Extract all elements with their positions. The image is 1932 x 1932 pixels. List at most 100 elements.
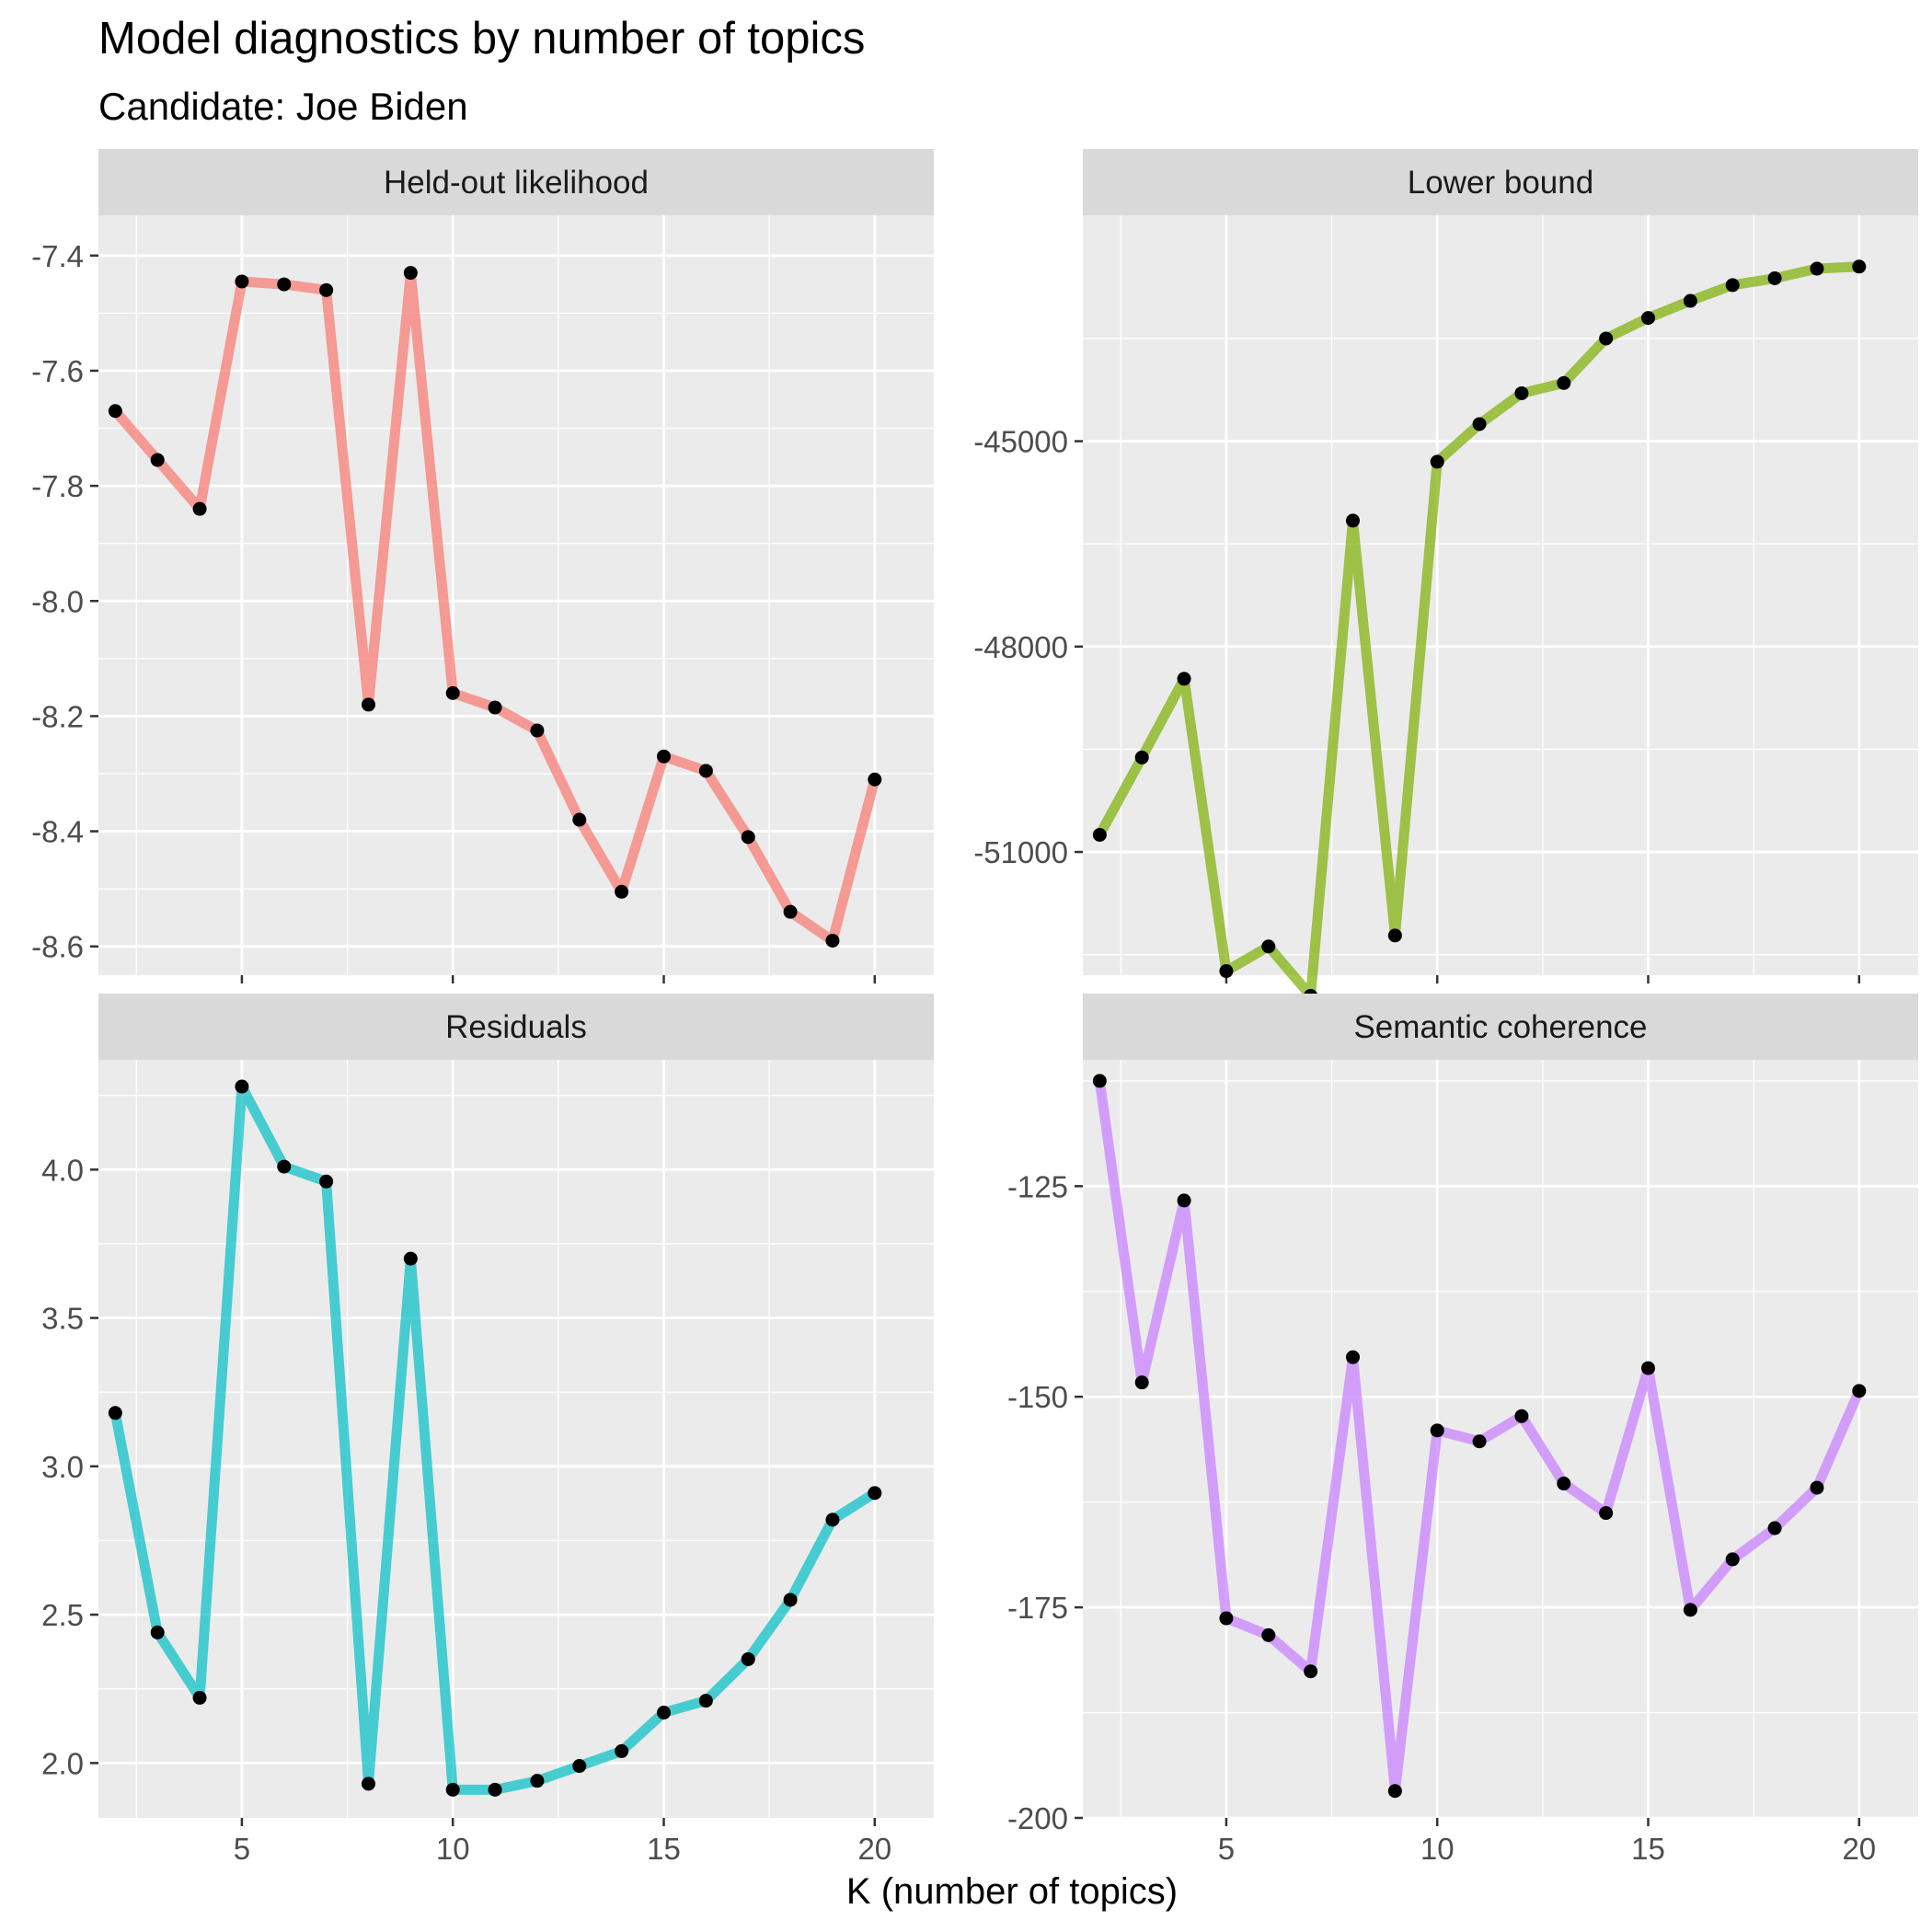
y-tick-label: 4.0 xyxy=(41,1153,84,1187)
facet-strip xyxy=(1083,994,1918,1060)
data-point xyxy=(615,1743,629,1758)
data-point xyxy=(783,1593,798,1607)
data-point xyxy=(741,830,755,845)
data-point xyxy=(1852,259,1867,274)
data-point xyxy=(1810,261,1824,276)
x-tick-label: 15 xyxy=(647,1832,681,1866)
data-point xyxy=(445,1782,460,1797)
data-point xyxy=(1683,293,1697,308)
panel-background xyxy=(98,1060,934,1818)
y-tick-label: 3.0 xyxy=(41,1450,84,1484)
data-point xyxy=(1219,964,1234,979)
data-point xyxy=(403,266,418,281)
data-point xyxy=(1134,750,1149,765)
x-tick-label: 5 xyxy=(1218,1832,1235,1866)
data-point xyxy=(1599,1506,1614,1521)
data-point xyxy=(235,1079,249,1094)
data-point xyxy=(1641,311,1656,326)
y-tick-label: -125 xyxy=(1007,1169,1068,1203)
data-point xyxy=(1472,1434,1487,1449)
y-tick-label: -8.0 xyxy=(31,584,84,618)
x-tick-label: 15 xyxy=(1631,1832,1665,1866)
data-point xyxy=(277,277,292,292)
data-point xyxy=(572,812,587,827)
data-point xyxy=(488,1782,502,1797)
x-axis-label: K (number of topics) xyxy=(845,1871,1179,1912)
facet-strip-label: Residuals xyxy=(445,1009,587,1045)
data-point xyxy=(1599,331,1614,346)
data-point xyxy=(1557,375,1571,390)
y-tick-label: -7.4 xyxy=(31,239,84,273)
y-tick-label: 2.5 xyxy=(41,1598,84,1632)
y-tick-label: -200 xyxy=(1007,1801,1068,1835)
data-point xyxy=(192,1690,207,1705)
data-point xyxy=(403,1251,418,1266)
y-tick-label: -7.8 xyxy=(31,469,84,503)
data-point xyxy=(657,749,672,764)
data-point xyxy=(150,453,165,467)
data-point xyxy=(1219,1611,1234,1626)
data-point xyxy=(1514,1409,1529,1423)
data-point xyxy=(150,1625,165,1639)
x-tick-label: 5 xyxy=(234,1832,250,1866)
y-tick-label: -8.6 xyxy=(31,930,84,964)
data-point xyxy=(1092,827,1107,842)
y-tick-label: -8.4 xyxy=(31,815,84,849)
facet-panel-3: Semantic coherence -200 -175 -150 -125 5 10 15 2… xyxy=(1007,994,1918,1866)
facet-strip-label: Held-out likelihood xyxy=(384,165,649,201)
x-tick-label: 10 xyxy=(436,1832,470,1866)
data-point xyxy=(530,723,545,738)
data-point xyxy=(1641,1361,1656,1375)
data-point xyxy=(741,1651,755,1666)
data-point xyxy=(445,685,460,700)
data-point xyxy=(698,764,713,778)
panel-background xyxy=(98,215,934,975)
data-point xyxy=(235,274,249,289)
data-point xyxy=(698,1694,713,1708)
data-point xyxy=(488,700,502,715)
facet-strip xyxy=(1083,149,1918,215)
data-point xyxy=(1557,1477,1571,1491)
data-point xyxy=(1767,270,1782,285)
facet-strip xyxy=(98,994,934,1060)
x-tick-label: 10 xyxy=(1420,1832,1455,1866)
data-point xyxy=(1304,1664,1318,1679)
data-point xyxy=(868,1486,882,1501)
data-point xyxy=(615,884,629,899)
data-point xyxy=(1387,1784,1402,1799)
data-point xyxy=(108,1406,122,1420)
data-point xyxy=(1514,385,1529,400)
facet-strip xyxy=(98,149,934,215)
data-point xyxy=(1852,1384,1867,1398)
data-point xyxy=(783,904,798,919)
chart-title: Model diagnostics by number of topics xyxy=(98,14,866,63)
data-point xyxy=(530,1774,545,1788)
x-tick-label: 20 xyxy=(1842,1832,1876,1866)
data-point xyxy=(1387,928,1402,943)
data-point xyxy=(1345,513,1360,528)
data-point xyxy=(1683,1603,1697,1617)
data-point xyxy=(361,1777,375,1791)
y-tick-label: -7.6 xyxy=(31,354,84,388)
facet-strip-label: Semantic coherence xyxy=(1353,1009,1647,1045)
data-point xyxy=(361,697,375,712)
data-point xyxy=(1725,1552,1740,1567)
data-point xyxy=(192,501,207,516)
y-tick-label: -45000 xyxy=(973,425,1068,459)
data-point xyxy=(1177,672,1191,686)
facet-panel-2: Residuals 2.0 2.5 3.0 3.5 4.0 5 10 15 20 xyxy=(41,994,934,1866)
data-point xyxy=(825,1512,840,1527)
data-point xyxy=(1767,1521,1782,1535)
y-tick-label: -8.2 xyxy=(31,699,84,733)
data-point xyxy=(1092,1074,1107,1088)
panel-background xyxy=(1083,215,1918,975)
y-tick-label: -150 xyxy=(1007,1380,1068,1414)
chart-subtitle: Candidate: Joe Biden xyxy=(98,85,468,128)
data-point xyxy=(1261,939,1276,954)
data-point xyxy=(1725,278,1740,293)
data-point xyxy=(868,772,882,787)
facet-strip-label: Lower bound xyxy=(1408,165,1593,201)
data-point xyxy=(319,1174,334,1189)
